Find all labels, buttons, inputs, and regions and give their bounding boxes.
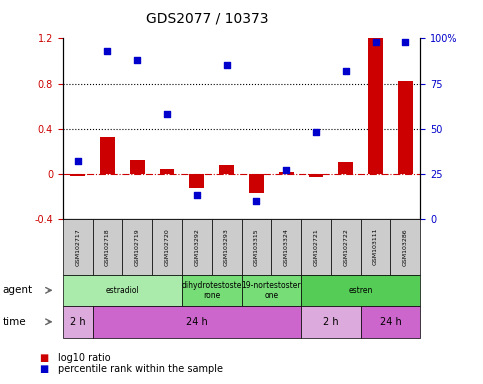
Text: 19-nortestoster
one: 19-nortestoster one [242, 281, 301, 300]
Point [193, 192, 201, 199]
Bar [368, 38, 383, 174]
Text: GSM103315: GSM103315 [254, 228, 259, 265]
Text: GSM102721: GSM102721 [313, 228, 318, 266]
Text: GDS2077 / 10373: GDS2077 / 10373 [146, 12, 269, 25]
Point [163, 111, 171, 117]
Text: GSM103293: GSM103293 [224, 228, 229, 266]
Bar [219, 165, 234, 174]
Text: agent: agent [2, 285, 32, 295]
Point [74, 158, 82, 164]
Text: percentile rank within the sample: percentile rank within the sample [58, 364, 223, 374]
Point [342, 68, 350, 74]
Text: estren: estren [348, 286, 373, 295]
Bar [279, 172, 294, 174]
Text: GSM102719: GSM102719 [135, 228, 140, 266]
Bar [249, 174, 264, 193]
Text: log10 ratio: log10 ratio [58, 353, 111, 362]
Text: 24 h: 24 h [186, 317, 208, 327]
Bar [130, 160, 145, 174]
Text: 2 h: 2 h [70, 317, 85, 327]
Point [133, 57, 141, 63]
Point [372, 39, 380, 45]
Text: estradiol: estradiol [105, 286, 139, 295]
Bar [338, 162, 353, 174]
Text: GSM102722: GSM102722 [343, 228, 348, 266]
Text: ■: ■ [39, 353, 48, 362]
Point [223, 62, 230, 68]
Point [253, 198, 260, 204]
Text: GSM102720: GSM102720 [165, 228, 170, 266]
Text: ■: ■ [39, 364, 48, 374]
Text: 2 h: 2 h [323, 317, 339, 327]
Bar [309, 174, 324, 177]
Point [104, 48, 112, 54]
Text: GSM102718: GSM102718 [105, 228, 110, 265]
Point [312, 129, 320, 135]
Bar [398, 81, 413, 174]
Text: GSM102717: GSM102717 [75, 228, 80, 266]
Text: dihydrotestoste
rone: dihydrotestoste rone [182, 281, 242, 300]
Bar [159, 169, 174, 174]
Bar [70, 174, 85, 176]
Bar [100, 137, 115, 174]
Text: GSM103111: GSM103111 [373, 228, 378, 265]
Point [282, 167, 290, 173]
Text: 24 h: 24 h [380, 317, 401, 327]
Text: GSM103286: GSM103286 [403, 228, 408, 265]
Text: time: time [2, 317, 26, 327]
Bar [189, 174, 204, 189]
Point [401, 39, 409, 45]
Text: GSM103324: GSM103324 [284, 228, 289, 266]
Text: GSM103292: GSM103292 [194, 228, 199, 266]
